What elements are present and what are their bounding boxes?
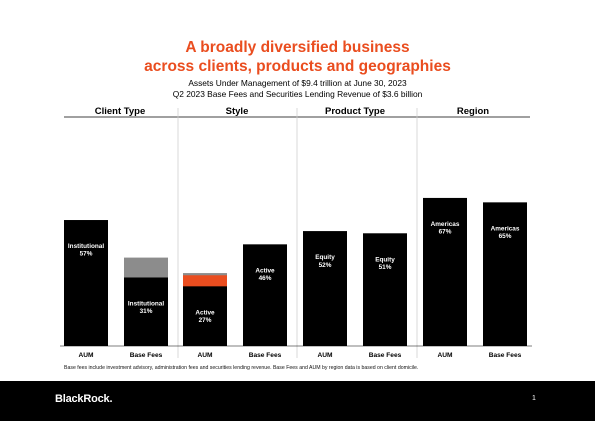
segment-label-product-type-base-fees-equity: Equity — [375, 256, 395, 263]
bar-segment-client-type-aum-institutional — [64, 220, 108, 346]
page-number: 1 — [532, 395, 536, 402]
subtitle-base-fees: Q2 2023 Base Fees and Securities Lending… — [172, 89, 423, 99]
x-axis-label-style-aum: AUM — [197, 352, 213, 359]
x-axis-label-region-aum: AUM — [437, 352, 453, 359]
footnote: Base fees include investment advisory, a… — [64, 365, 419, 371]
segment-label-style-base-fees-active: 46% — [259, 275, 272, 282]
x-axis-label-region-base-fees: Base Fees — [489, 352, 522, 359]
segment-label-region-aum-americas: Americas — [431, 221, 460, 228]
group-header-region: Region — [456, 106, 490, 117]
segment-label-client-type-base-fees-institutional: Institutional — [128, 300, 164, 307]
x-axis-label-client-type-base-fees: Base Fees — [130, 352, 163, 359]
bar-segment-region-base-fees-americas — [483, 202, 527, 346]
bar-segment-region-aum-americas — [423, 197, 467, 346]
group-header-product-type: Product Type — [325, 106, 385, 117]
bar-segment-style-base-fees-active — [243, 244, 287, 346]
segment-label-client-type-aum-institutional: 57% — [80, 251, 93, 258]
x-axis-label-style-base-fees: Base Fees — [249, 352, 282, 359]
page-title-line-2: across clients, products and geographies — [144, 58, 451, 75]
segment-label-product-type-aum-equity: Equity — [315, 254, 335, 261]
bar-segment-product-type-aum-equity — [303, 231, 347, 346]
segment-label-style-aum-active: 27% — [199, 317, 212, 324]
segment-label-region-base-fees-americas: Americas — [491, 225, 520, 232]
x-axis-label-product-type-aum: AUM — [317, 352, 333, 359]
segment-label-client-type-aum-institutional: Institutional — [68, 243, 104, 250]
segment-label-style-aum-active: Active — [195, 309, 215, 316]
bar-segment-style-aum-active — [183, 286, 227, 346]
footer-bar: BlackRock. 1 — [0, 381, 595, 421]
segment-label-style-base-fees-active: Active — [255, 267, 275, 274]
segment-label-product-type-base-fees-equity: 51% — [379, 264, 392, 271]
segment-label-client-type-base-fees-institutional: 31% — [140, 308, 153, 315]
segment-label-region-base-fees-americas: 65% — [499, 233, 512, 240]
bar-segment-client-type-base-fees-institutional — [124, 277, 168, 346]
x-axis-label-client-type-aum: AUM — [78, 352, 94, 359]
page-title-line-1: A broadly diversified business — [185, 39, 410, 56]
bar-segment-product-type-base-fees-equity — [363, 233, 407, 346]
subtitle-aum: Assets Under Management of $9.4 trillion… — [188, 78, 407, 88]
segment-label-region-aum-americas: 67% — [439, 229, 452, 236]
blackrock-logo: BlackRock. — [55, 393, 113, 405]
group-header-style: Style — [225, 106, 249, 117]
segment-label-product-type-aum-equity: 52% — [319, 262, 332, 269]
group-header-client-type: Client Type — [94, 106, 146, 117]
x-axis-label-product-type-base-fees: Base Fees — [369, 352, 402, 359]
